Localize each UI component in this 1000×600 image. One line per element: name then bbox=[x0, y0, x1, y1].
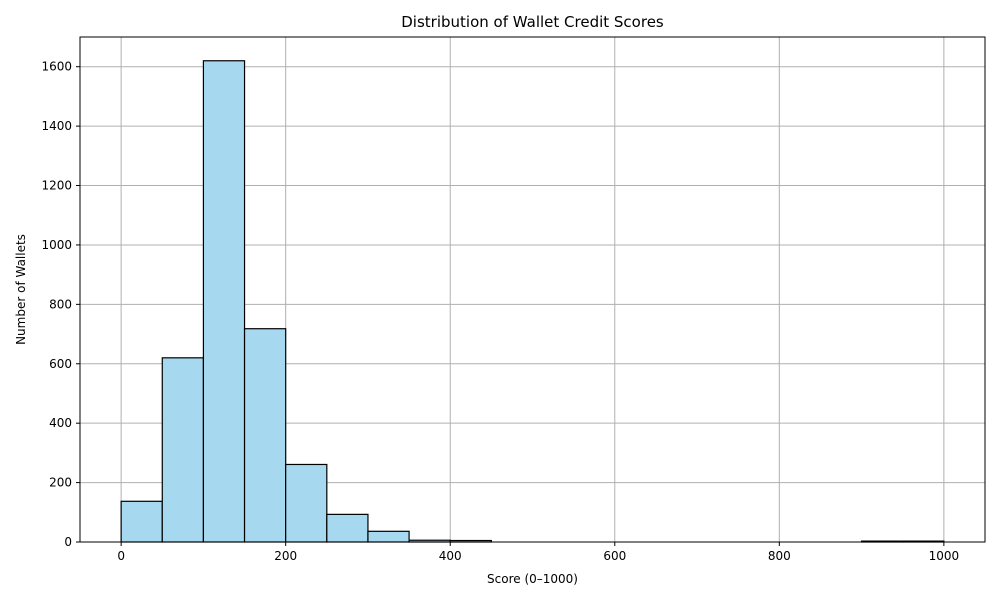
chart-title: Distribution of Wallet Credit Scores bbox=[401, 13, 664, 31]
x-axis-label: Score (0–1000) bbox=[487, 572, 578, 586]
y-tick-label: 800 bbox=[49, 297, 72, 311]
y-tick-label: 600 bbox=[49, 357, 72, 371]
histogram-bars bbox=[120, 60, 945, 543]
x-tick-label: 1000 bbox=[929, 549, 960, 563]
y-tick-label: 1600 bbox=[41, 60, 72, 74]
plot-area-frame bbox=[79, 36, 986, 543]
x-tick-label: 200 bbox=[274, 549, 297, 563]
histogram-bar bbox=[243, 328, 287, 543]
histogram-bar bbox=[120, 500, 163, 543]
y-tick-label: 1000 bbox=[41, 238, 72, 252]
histogram-bar bbox=[202, 60, 246, 543]
y-tick-label: 200 bbox=[49, 476, 72, 490]
histogram-bar bbox=[367, 530, 410, 543]
x-tick-label: 0 bbox=[117, 549, 125, 563]
x-tick-label: 600 bbox=[603, 549, 626, 563]
y-tick-label: 0 bbox=[64, 535, 72, 549]
histogram-bar bbox=[326, 513, 369, 543]
y-tick-label: 400 bbox=[49, 416, 72, 430]
axis-ticks: 0 200 400 600 800 1000 0 200 400 600 800 1000 1200 14… bbox=[41, 60, 959, 563]
histogram-bar bbox=[285, 463, 328, 543]
y-tick-label: 1200 bbox=[41, 179, 72, 193]
x-tick-label: 400 bbox=[439, 549, 462, 563]
histogram-bar bbox=[161, 357, 205, 543]
x-tick-label: 800 bbox=[768, 549, 791, 563]
y-axis-label: Number of Wallets bbox=[14, 234, 28, 345]
y-tick-label: 1400 bbox=[41, 119, 72, 133]
